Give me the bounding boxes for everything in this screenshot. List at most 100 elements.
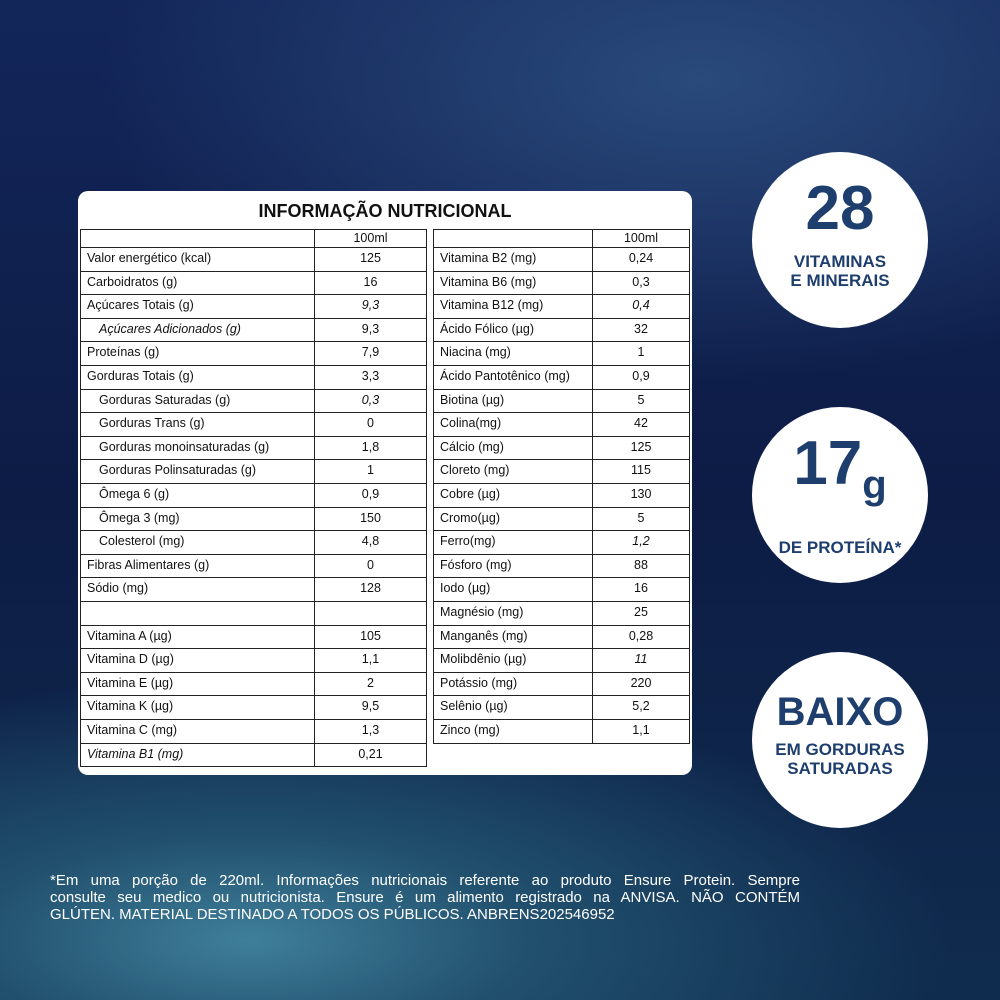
blank-cell <box>314 601 427 626</box>
badge-number-value: 17 <box>793 429 863 498</box>
nutrient-label: Gorduras monoinsaturadas (g) <box>80 435 315 461</box>
nutrient-label: Ferro(mg) <box>433 530 593 555</box>
nutrient-value: 5 <box>592 506 690 532</box>
badge: BAIXO EM GORDURAS SATURADAS <box>752 652 928 828</box>
badge-text: VITAMINAS <box>793 252 887 271</box>
nutrient-value: 105 <box>314 624 427 650</box>
nutrient-label: Vitamina B6 (mg) <box>433 270 593 296</box>
nutrient-label: Proteínas (g) <box>80 341 315 366</box>
nutrient-label: Vitamina B1 (mg) <box>80 742 315 768</box>
nutrient-value: 16 <box>592 577 690 602</box>
nutrient-value: 1,2 <box>592 530 690 555</box>
footnote: *Em uma porção de 220ml. Informações nut… <box>50 872 800 923</box>
nutrient-label: Vitamina B2 (mg) <box>433 247 593 272</box>
nutrient-label: Açúcares Totais (g) <box>80 294 315 319</box>
nutrient-label: Açúcares Adicionados (g) <box>80 317 315 343</box>
nutrient-value: 115 <box>592 459 690 484</box>
nutrient-value: 5,2 <box>592 695 690 720</box>
nutrient-value: 150 <box>314 506 427 532</box>
badge: 17g DE PROTEÍNA* <box>752 407 928 583</box>
nutrient-label: Ômega 6 (g) <box>80 483 315 508</box>
nutrient-label: Zinco (mg) <box>433 719 593 744</box>
nutrient-value: 11 <box>592 648 690 673</box>
nutrient-label: Cromo(µg) <box>433 506 593 532</box>
nutrient-label: Colina(mg) <box>433 412 593 437</box>
nutrient-value: 4,8 <box>314 530 427 555</box>
footnote-line: GLÚTEN. MATERIAL DESTINADO A TODOS OS PÚ… <box>50 906 615 923</box>
badge-text: SATURADAS <box>787 759 893 778</box>
nutrient-value: 42 <box>592 412 690 437</box>
nutrient-label: Biotina (µg) <box>433 388 593 414</box>
nutrient-value: 7,9 <box>314 341 427 366</box>
nutrient-value: 1,1 <box>592 719 690 744</box>
nutrient-label: Cálcio (mg) <box>433 435 593 461</box>
nutrient-value: 128 <box>314 577 427 602</box>
nutrient-label: Molibdênio (µg) <box>433 648 593 673</box>
nutrient-label: Carboidratos (g) <box>80 270 315 296</box>
nutrient-label: Vitamina B12 (mg) <box>433 294 593 319</box>
nutrient-value: 5 <box>592 388 690 414</box>
nutrient-label: Fósforo (mg) <box>433 553 593 579</box>
badge-number: BAIXO <box>776 690 904 734</box>
nutrient-value: 0,9 <box>592 365 690 390</box>
nutrient-label: Selênio (µg) <box>433 695 593 720</box>
nutrient-label: Magnésio (mg) <box>433 601 593 626</box>
nutrient-value: 16 <box>314 270 427 296</box>
nutrient-label: Ácido Fólico (µg) <box>433 317 593 343</box>
nutrient-value: 88 <box>592 553 690 579</box>
nutrient-label: Vitamina E (µg) <box>80 671 315 697</box>
nutrient-value: 125 <box>592 435 690 461</box>
nutrient-label: Vitamina A (µg) <box>80 624 315 650</box>
table-title: INFORMAÇÃO NUTRICIONAL <box>258 201 512 221</box>
badge-text: E MINERAIS <box>790 271 890 290</box>
badge-text: EM GORDURAS <box>775 740 905 759</box>
nutrient-value: 3,3 <box>314 365 427 390</box>
blank-cell <box>80 601 315 626</box>
badge-unit: g <box>862 463 887 507</box>
nutrient-value: 1,1 <box>314 648 427 673</box>
footnote-line: consulte seu medico ou nutricionista. En… <box>50 889 800 906</box>
nutrient-value: 0,9 <box>314 483 427 508</box>
badge-number: 17g <box>752 433 928 516</box>
nutrient-value: 0,3 <box>314 388 427 414</box>
nutrient-value: 1,8 <box>314 435 427 461</box>
nutrient-value: 0,3 <box>592 270 690 296</box>
badge: 28 VITAMINAS E MINERAIS <box>752 152 928 328</box>
nutrient-label: Sódio (mg) <box>80 577 315 602</box>
badge-number: 28 <box>805 174 875 243</box>
nutrient-label: Vitamina K (µg) <box>80 695 315 720</box>
nutrient-value: 9,3 <box>314 317 427 343</box>
column-header-blank <box>80 229 315 248</box>
nutrient-label: Vitamina D (µg) <box>80 648 315 673</box>
nutrient-label: Ômega 3 (mg) <box>80 506 315 532</box>
nutrient-value: 32 <box>592 317 690 343</box>
nutrient-label: Fibras Alimentares (g) <box>80 553 315 579</box>
nutrient-label: Gorduras Saturadas (g) <box>80 388 315 414</box>
nutrient-value: 9,3 <box>314 294 427 319</box>
nutrient-value: 0,24 <box>592 247 690 272</box>
nutrient-label: Valor energético (kcal) <box>80 247 315 272</box>
nutrient-value: 1,3 <box>314 719 427 744</box>
nutrient-value: 220 <box>592 671 690 697</box>
column-header: 100ml <box>314 229 427 248</box>
nutrient-label: Ácido Pantotênico (mg) <box>433 365 593 390</box>
nutrient-label: Potássio (mg) <box>433 671 593 697</box>
nutrient-value: 1 <box>314 459 427 484</box>
footnote-line: *Em uma porção de 220ml. Informações nut… <box>50 872 800 889</box>
nutrient-value: 0 <box>314 553 427 579</box>
nutrient-label: Gorduras Totais (g) <box>80 365 315 390</box>
nutrient-value: 0 <box>314 412 427 437</box>
column-header: 100ml <box>592 229 690 248</box>
nutrient-value: 25 <box>592 601 690 626</box>
nutrient-label: Cloreto (mg) <box>433 459 593 484</box>
nutrient-label: Gorduras Trans (g) <box>80 412 315 437</box>
nutrient-value: 1 <box>592 341 690 366</box>
nutrient-value: 130 <box>592 483 690 508</box>
column-header-blank <box>433 229 593 248</box>
nutrient-label: Vitamina C (mg) <box>80 719 315 744</box>
nutrient-value: 2 <box>314 671 427 697</box>
badge-text: DE PROTEÍNA* <box>778 538 902 557</box>
nutrient-label: Manganês (mg) <box>433 624 593 650</box>
nutrient-value: 0,28 <box>592 624 690 650</box>
